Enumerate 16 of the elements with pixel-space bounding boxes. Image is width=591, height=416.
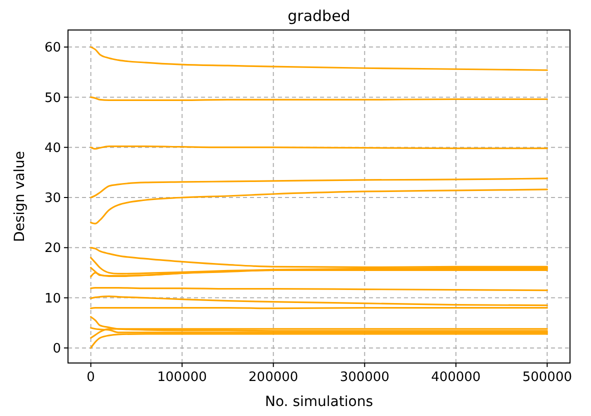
y-tick-label: 20 <box>44 241 61 256</box>
y-tick-label: 0 <box>52 342 61 357</box>
y-tick-label: 50 <box>44 90 61 106</box>
x-tick-label: 500000 <box>522 370 572 385</box>
x-tick-label: 100000 <box>157 370 207 385</box>
y-axis-title: Design value <box>12 150 28 242</box>
y-tick-label: 10 <box>44 291 61 306</box>
y-tick-label: 30 <box>44 191 61 206</box>
chart-title: gradbed <box>288 7 350 25</box>
x-tick-label: 200000 <box>248 370 298 385</box>
y-tick-label: 40 <box>44 140 61 156</box>
x-tick-label: 0 <box>86 370 95 385</box>
x-axis-title: No. simulations <box>265 394 373 410</box>
x-tick-label: 400000 <box>431 370 481 385</box>
x-tick-label: 300000 <box>340 370 390 385</box>
y-tick-label: 60 <box>44 40 61 56</box>
